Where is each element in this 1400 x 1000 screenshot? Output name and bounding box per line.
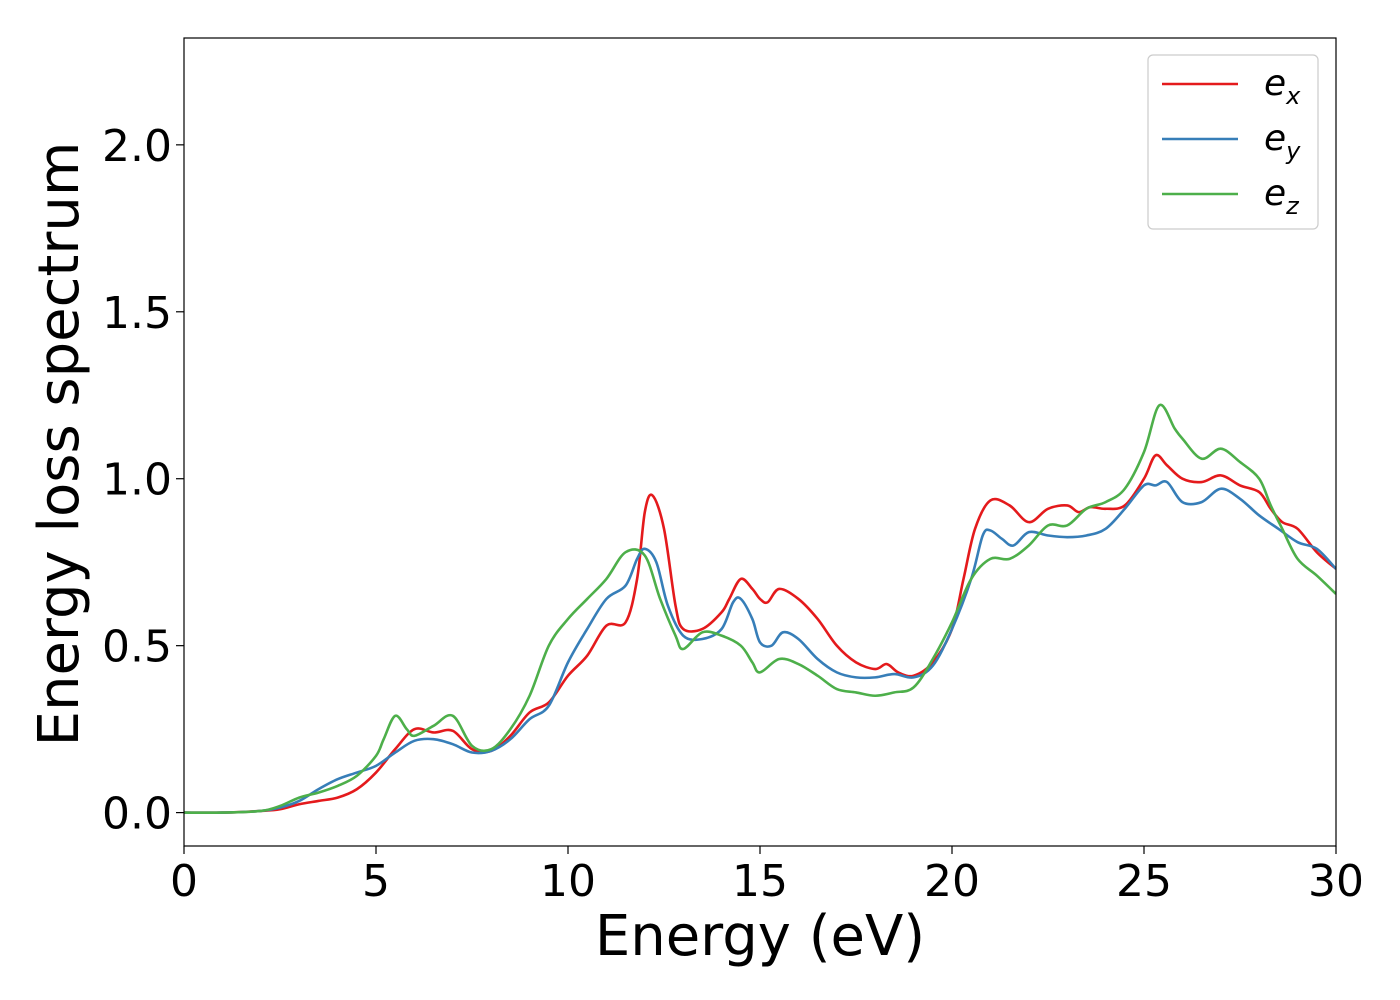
x-tick-label: 25 (1116, 856, 1172, 907)
series-line-ey (184, 480, 1336, 815)
legend-label-ey: ey (1264, 118, 1301, 165)
series-line-ex (184, 453, 1336, 815)
legend: ex ey ez (1147, 54, 1319, 230)
x-tick-label: 0 (170, 856, 198, 907)
series-line-ez (184, 403, 1336, 815)
legend-label-ex: ex (1264, 63, 1301, 110)
legend-label-ez: ez (1264, 173, 1300, 220)
y-axis-label: Energy loss spectrum (27, 142, 92, 747)
x-tick-label: 30 (1308, 856, 1364, 907)
y-tick-label: 1.0 (102, 455, 172, 506)
x-axis-label: Energy (eV) (595, 904, 925, 969)
y-tick-label: 0.0 (102, 789, 172, 840)
x-tick-label: 15 (732, 856, 788, 907)
x-tick-label: 5 (362, 856, 390, 907)
x-tick-label: 10 (540, 856, 596, 907)
y-tick-label: 1.5 (102, 288, 172, 339)
y-tick-label: 0.5 (102, 622, 172, 673)
x-tick-label: 20 (924, 856, 980, 907)
series-layer (184, 403, 1336, 815)
x-axis: 0 5 10 15 20 25 30 (170, 846, 1364, 907)
y-axis: 0.0 0.5 1.0 1.5 2.0 (102, 121, 184, 840)
legend-box (1147, 54, 1319, 230)
y-tick-label: 2.0 (102, 121, 172, 172)
